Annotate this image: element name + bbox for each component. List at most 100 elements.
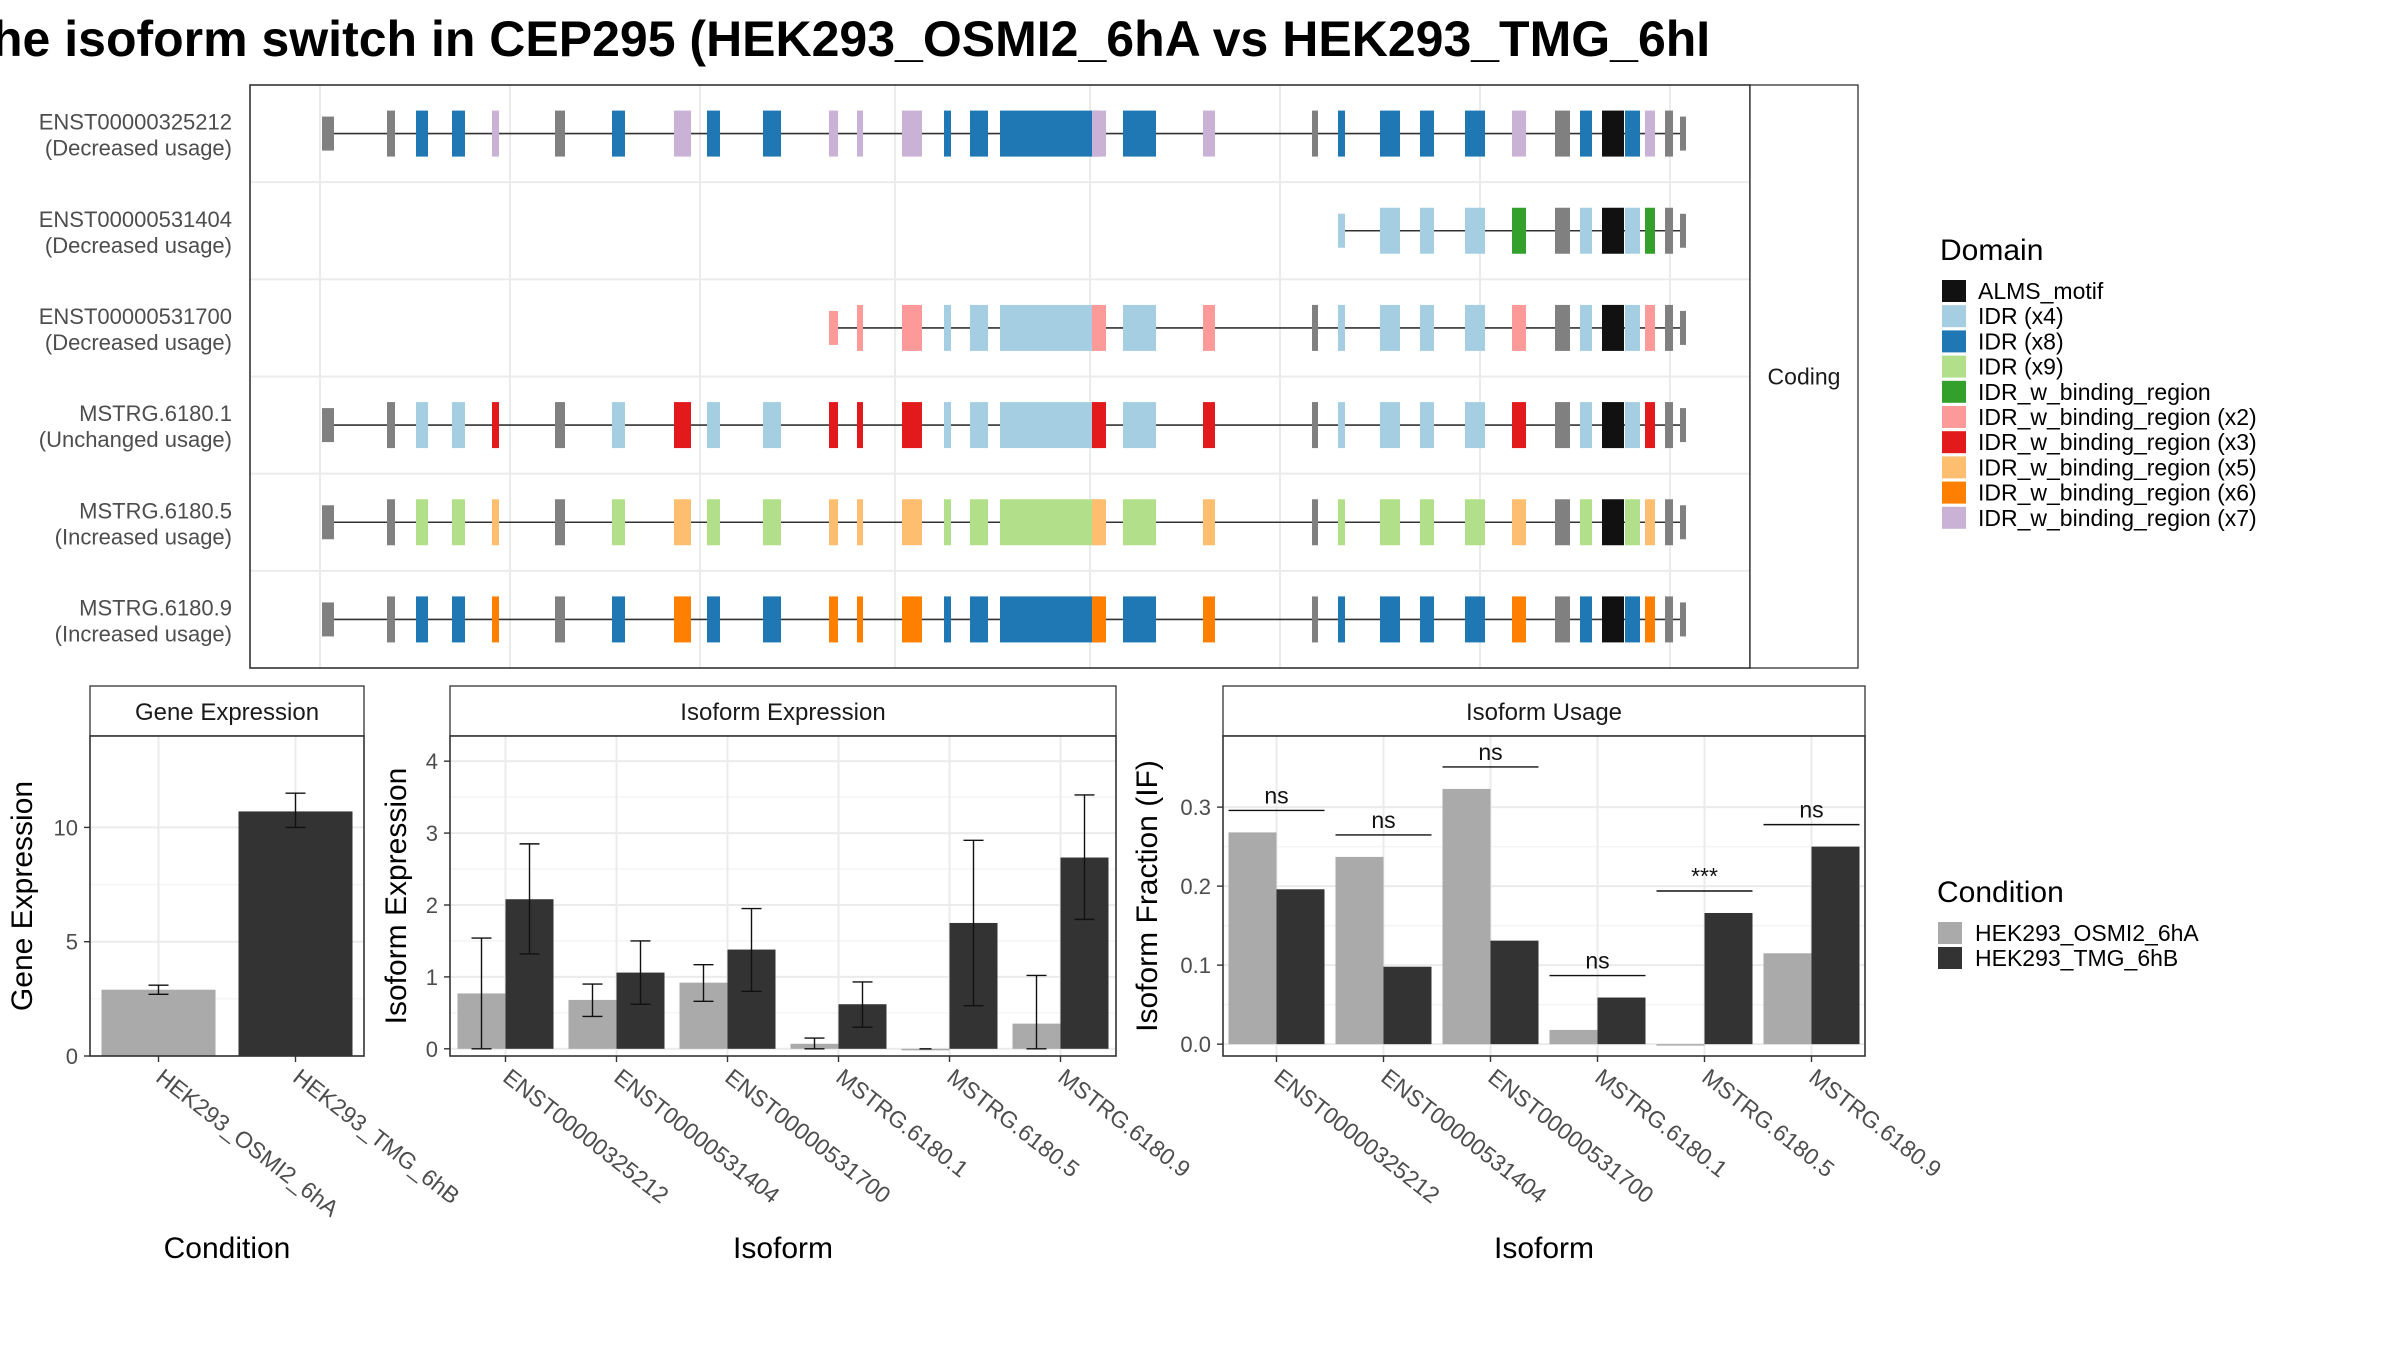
- exon-block: [1602, 499, 1624, 546]
- exon-block: [1665, 596, 1673, 643]
- exon-block: [1465, 499, 1485, 546]
- exon-block: [1625, 596, 1640, 643]
- exon-block: [1665, 207, 1673, 254]
- bar: [1228, 832, 1277, 1045]
- exon-block: [452, 596, 465, 643]
- domain-legend-swatch: [1942, 481, 1966, 504]
- exon-block: [1123, 596, 1156, 643]
- domain-legend-label: IDR_w_binding_region: [1978, 379, 2211, 405]
- exon-block: [1420, 499, 1434, 546]
- significance-label: ns: [1799, 797, 1823, 823]
- exon-block: [416, 110, 428, 157]
- domain-legend-label: IDR (x4): [1978, 303, 2064, 329]
- exon-block: [1203, 499, 1215, 546]
- y-axis-title: Gene Expression: [6, 781, 39, 1011]
- exon-block: [1380, 304, 1400, 351]
- exon-block: [1665, 499, 1673, 546]
- exon-block: [970, 402, 988, 449]
- exon-block: [902, 402, 922, 449]
- exon-block: [1000, 596, 1100, 643]
- exon-block: [944, 402, 951, 449]
- plot-border: [1222, 735, 1866, 1057]
- exon-block: [1580, 207, 1592, 254]
- bar: [1335, 856, 1384, 1045]
- exon-block: [1580, 499, 1592, 546]
- gene-expression-panel: Gene Expression0510HEK293_OSMI2_6hAHEK29…: [6, 685, 465, 1265]
- exon-block: [1645, 207, 1655, 254]
- exon-block: [555, 596, 565, 643]
- domain-legend-label: IDR (x8): [1978, 328, 2064, 354]
- exon-block: [1203, 304, 1215, 351]
- exon-block: [1338, 110, 1345, 157]
- transcript-usage-label: (Increased usage): [55, 621, 232, 646]
- bar: [901, 1048, 950, 1051]
- y-axis-title: Isoform Fraction (IF): [1131, 760, 1164, 1032]
- exon-block: [1338, 304, 1345, 351]
- exon-block: [492, 402, 499, 449]
- exon-block: [1123, 499, 1156, 546]
- plot-background: [1223, 736, 1865, 1056]
- transcript-id-label: MSTRG.6180.1: [79, 401, 232, 426]
- domain-legend-title: Domain: [1940, 234, 2043, 267]
- facet-strip: [1749, 84, 1859, 669]
- exon-block: [1680, 310, 1686, 345]
- exon-block: [1625, 110, 1640, 157]
- exon-block: [492, 596, 499, 643]
- exon-block: [1380, 499, 1400, 546]
- exon-block: [1512, 499, 1526, 546]
- exon-block: [1092, 402, 1106, 449]
- exon-block: [1680, 408, 1686, 443]
- exon-block: [1380, 596, 1400, 643]
- exon-block: [1420, 207, 1434, 254]
- exon-block: [1625, 304, 1640, 351]
- exon-block: [1645, 596, 1655, 643]
- panel-strip: [1222, 685, 1866, 737]
- exon-block: [970, 110, 988, 157]
- exon-block: [1645, 499, 1655, 546]
- exon-block: [1680, 505, 1686, 540]
- exon-block: [829, 310, 838, 345]
- y-tick-label: 0.1: [1180, 953, 1211, 978]
- exon-block: [1380, 402, 1400, 449]
- y-tick-label: 4: [426, 749, 438, 774]
- y-tick-label: 2: [426, 893, 438, 918]
- domain-legend-swatch: [1942, 380, 1966, 403]
- y-tick-label: 0.2: [1180, 874, 1211, 899]
- x-axis-title: Condition: [164, 1232, 291, 1265]
- domain-legend-swatch: [1942, 305, 1966, 328]
- exon-block: [829, 596, 838, 643]
- exon-block: [416, 596, 428, 643]
- transcript-row: MSTRG.6180.5(Increased usage): [55, 472, 1750, 549]
- bar: [1383, 966, 1432, 1045]
- exon-block: [416, 402, 428, 449]
- exon-block: [829, 499, 838, 546]
- exon-block: [1000, 304, 1100, 351]
- exon-block: [1625, 402, 1640, 449]
- bar: [1490, 940, 1539, 1045]
- exon-block: [944, 596, 951, 643]
- exon-block: [555, 110, 565, 157]
- bar: [1597, 997, 1646, 1045]
- exon-block: [1680, 116, 1686, 151]
- exon-block: [1000, 402, 1100, 449]
- exon-block: [1625, 207, 1640, 254]
- exon-block: [322, 408, 334, 443]
- exon-block: [902, 499, 922, 546]
- condition-legend-label: HEK293_TMG_6hB: [1975, 945, 2178, 971]
- exon-block: [1420, 596, 1434, 643]
- exon-block: [1465, 402, 1485, 449]
- transcript-row: ENST00000531404(Decreased usage): [39, 181, 1750, 258]
- exon-block: [944, 304, 951, 351]
- isoform-expression-panel: Isoform Expression01234ENST00000325212EN…: [380, 685, 1195, 1265]
- x-axis-title: Isoform: [733, 1232, 833, 1265]
- exon-block: [902, 596, 922, 643]
- exon-block: [322, 602, 334, 637]
- exon-block: [763, 499, 781, 546]
- exon-block: [612, 596, 625, 643]
- transcript-row: ENST00000531700(Decreased usage): [39, 278, 1750, 355]
- exon-block: [452, 110, 465, 157]
- domain-legend-swatch: [1942, 355, 1966, 378]
